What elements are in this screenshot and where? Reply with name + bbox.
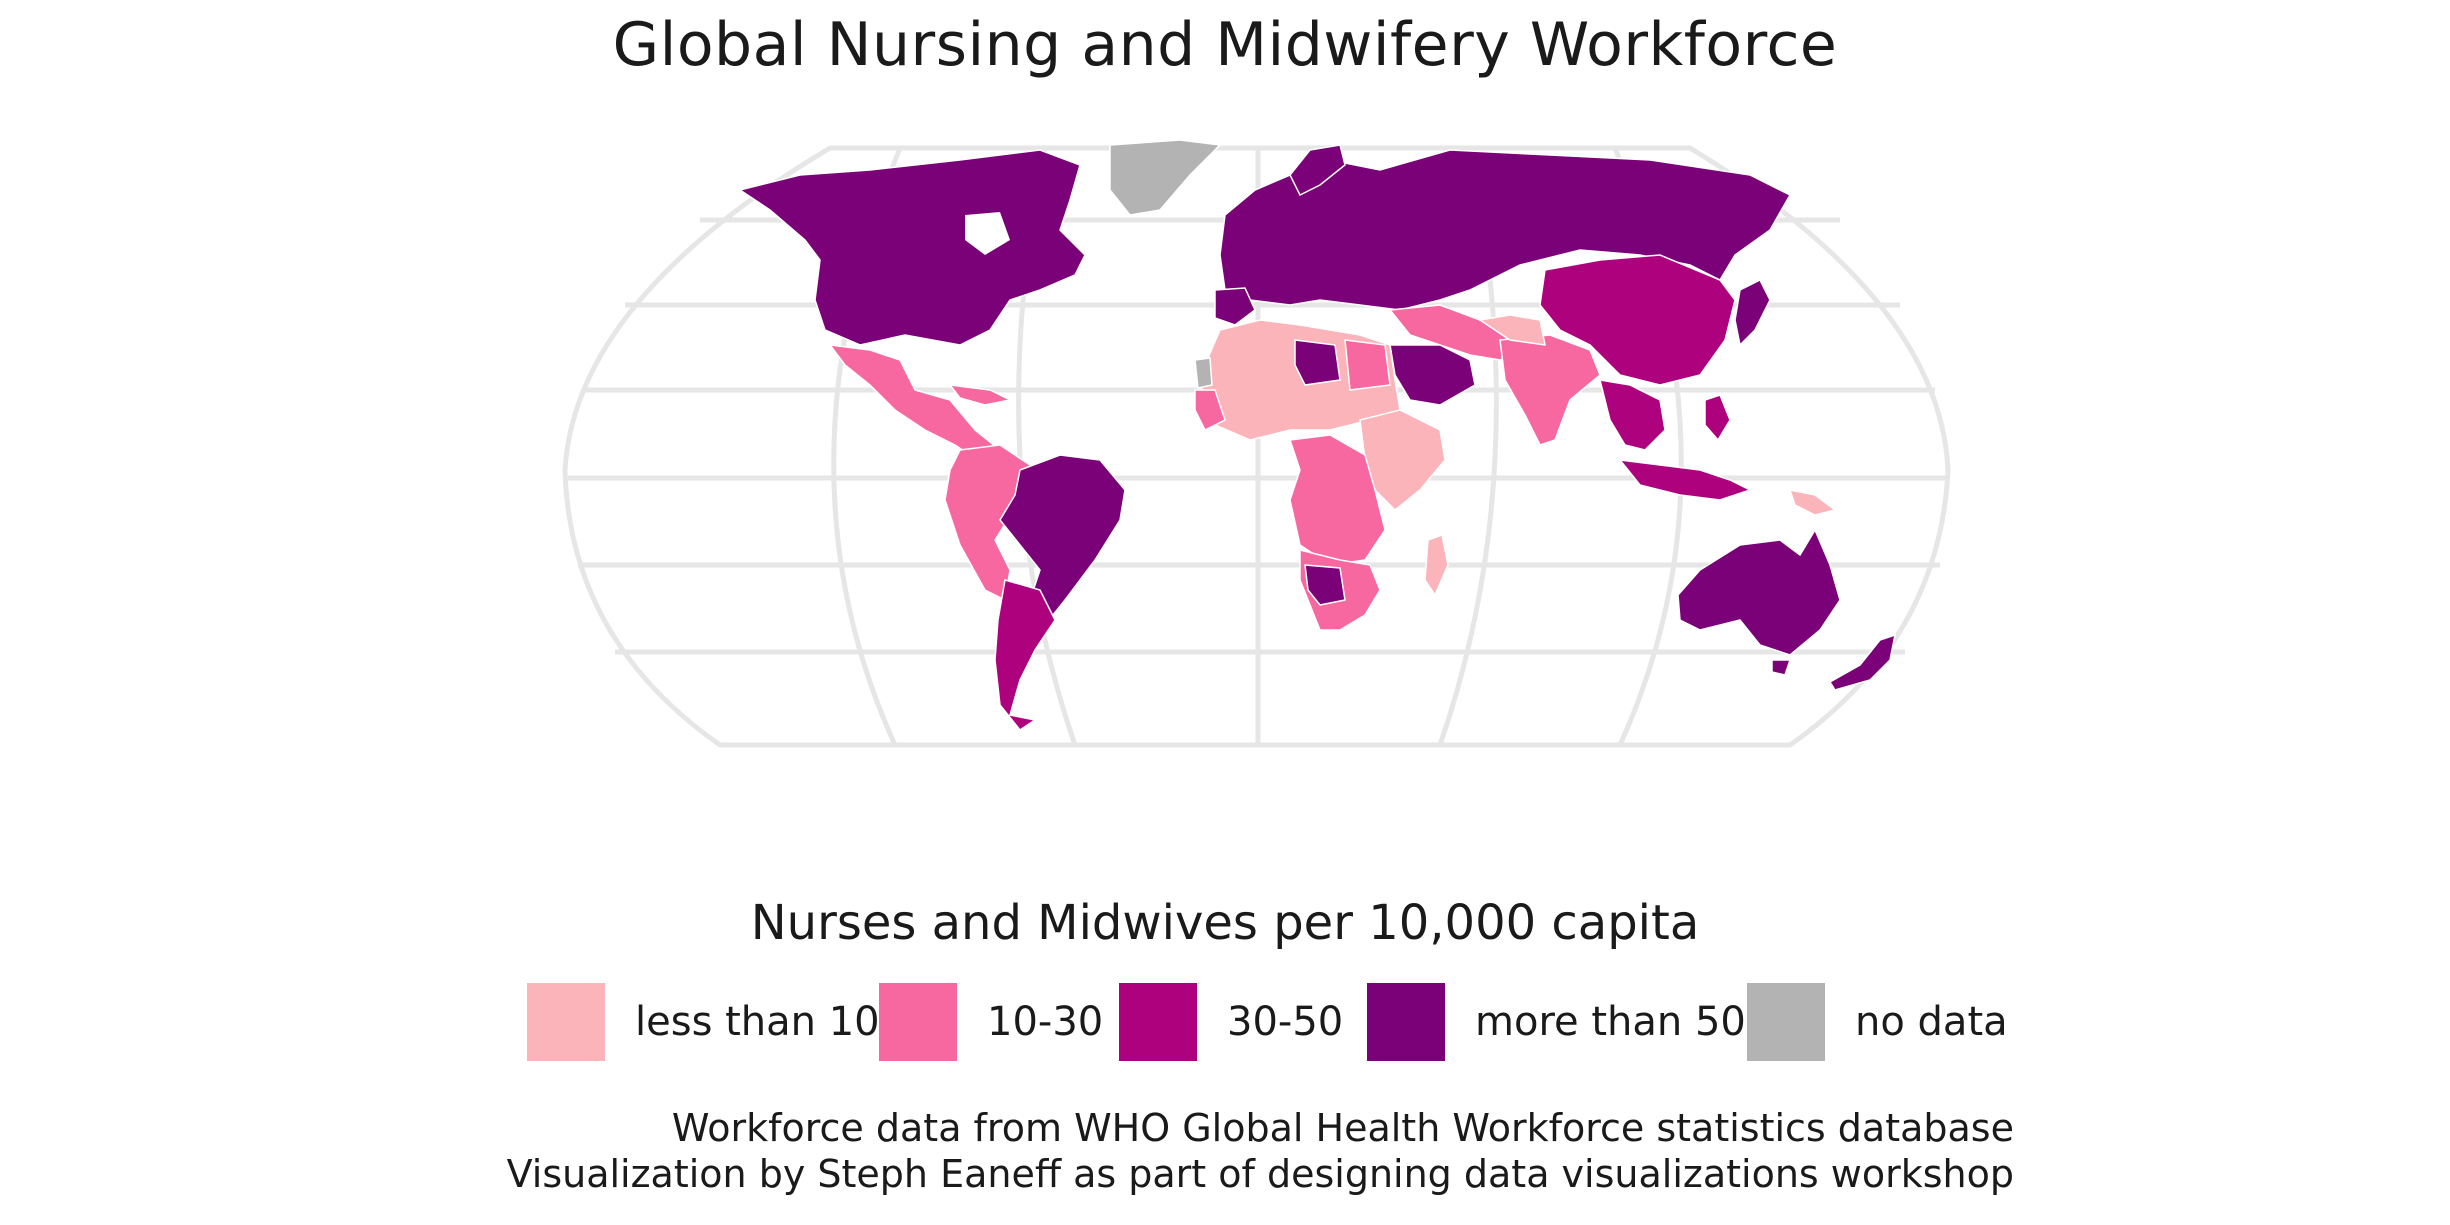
region-north-america — [738, 149, 1086, 346]
region-west-africa — [1194, 389, 1226, 432]
legend-swatch — [1367, 983, 1445, 1061]
legend-swatch — [1747, 983, 1825, 1061]
legend: less than 10 10-30 30-50 more than 50 no… — [527, 982, 2027, 1062]
legend-title: Nurses and Midwives per 10,000 capita — [750, 895, 1700, 951]
region-iberia — [1214, 287, 1256, 326]
legend-label: 10-30 — [987, 999, 1104, 1045]
region-egypt — [1344, 339, 1391, 391]
legend-label: no data — [1855, 999, 2008, 1045]
region-indonesia — [1618, 459, 1752, 501]
region-new-zealand — [1828, 633, 1896, 691]
region-western-sahara — [1194, 357, 1213, 389]
region-namibia-botswana — [1304, 564, 1346, 606]
region-southeast-asia — [1598, 379, 1666, 451]
legend-swatch — [527, 983, 605, 1061]
world-map — [562, 139, 1951, 748]
legend-item-more-than-50: more than 50 — [1367, 982, 1746, 1062]
countries — [738, 139, 1896, 732]
region-china-mongolia — [1539, 254, 1736, 386]
region-scandinavia — [1289, 144, 1346, 197]
region-mexico-central-america — [828, 344, 1002, 466]
region-australia — [1677, 528, 1841, 656]
legend-label: 30-50 — [1227, 999, 1344, 1045]
region-southern-cone — [994, 579, 1056, 732]
globe-outline — [562, 145, 1951, 748]
region-tasmania — [1771, 659, 1792, 676]
region-europe-russia — [1219, 149, 1792, 311]
legend-item-no-data: no data — [1747, 982, 2008, 1062]
region-central-africa — [1288, 434, 1386, 566]
region-philippines — [1704, 394, 1731, 442]
region-papua — [1788, 489, 1837, 516]
region-central-asia — [1478, 314, 1546, 346]
region-japan — [1734, 278, 1771, 347]
map-svg — [562, 139, 1951, 748]
region-libya — [1294, 339, 1341, 386]
legend-swatch — [1119, 983, 1197, 1061]
region-hudson-bay — [965, 212, 1010, 255]
legend-item-less-than-10: less than 10 — [527, 982, 880, 1062]
caption-source: Workforce data from WHO Global Health Wo… — [671, 1106, 2014, 1150]
legend-label: more than 50 — [1475, 999, 1746, 1045]
region-arabian-peninsula — [1389, 344, 1476, 406]
caption: Workforce data from WHO Global Health Wo… — [507, 1105, 2014, 1197]
region-greenland — [1109, 139, 1222, 216]
region-brazil — [999, 454, 1126, 627]
legend-item-30-50: 30-50 — [1119, 982, 1343, 1062]
legend-swatch — [879, 983, 957, 1061]
legend-label: less than 10 — [635, 999, 880, 1045]
chart-title: Global Nursing and Midwifery Workforce — [612, 10, 1838, 80]
caption-credit: Visualization by Steph Eaneff as part of… — [506, 1152, 2014, 1196]
region-south-asia — [1499, 334, 1601, 446]
region-madagascar — [1424, 534, 1449, 597]
legend-item-10-30: 10-30 — [879, 982, 1103, 1062]
region-caribbean — [948, 384, 1013, 406]
